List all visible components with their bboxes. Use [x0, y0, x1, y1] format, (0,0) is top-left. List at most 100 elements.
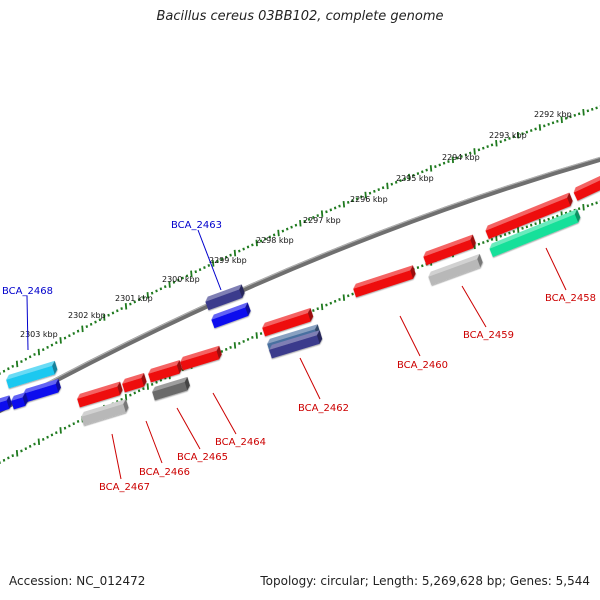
inner-scale-minor-tick	[224, 347, 228, 351]
outer-scale-minor-tick	[590, 107, 594, 111]
outer-scale-minor-tick	[229, 253, 232, 257]
gene-bca-2459[interactable]	[427, 253, 484, 286]
outer-scale-minor-tick	[85, 325, 89, 328]
gene-label-bca-2464[interactable]: BCA_2464	[215, 437, 266, 448]
gene-bca-2459-side-face	[477, 253, 483, 268]
gene-label-bca-2468[interactable]: BCA_2468	[2, 286, 53, 297]
gene-blue-2468b[interactable]	[22, 378, 62, 403]
gene-label-bca-2463[interactable]: BCA_2463	[171, 220, 222, 231]
gene-bca-2458-front-face	[489, 214, 579, 258]
gene-red-2458a[interactable]	[484, 192, 574, 240]
outer-scale-minor-tick	[442, 161, 446, 165]
inner-scale-minor-tick	[11, 454, 14, 458]
gene-bca-2460[interactable]	[352, 265, 417, 298]
outer-scale-minor-tick	[2, 369, 6, 373]
inner-scale-minor-tick	[155, 380, 158, 384]
outer-scale-minor-tick	[242, 247, 245, 251]
gene-label-bca-2460[interactable]: BCA_2460	[397, 360, 448, 371]
gene-red-2464b[interactable]	[147, 360, 183, 383]
gene-bca-2464[interactable]	[179, 345, 223, 371]
scale-label-2297: 2297 kbp	[303, 216, 341, 225]
inner-scale-minor-tick	[499, 234, 502, 238]
gene-bca-2468[interactable]	[5, 360, 59, 389]
inner-scale-minor-tick	[529, 223, 533, 227]
outer-scale-minor-tick	[207, 264, 211, 267]
outer-scale-major-tick	[495, 139, 498, 147]
gene-labels: BCA_2463 BCA_2468 BCA_2458 BCA_2459 BCA_…	[2, 220, 596, 493]
inner-scale-minor-tick	[590, 202, 594, 206]
gene-gray-2467b[interactable]	[80, 398, 130, 426]
inner-scale-minor-tick	[259, 332, 263, 335]
outer-scale-minor-tick	[416, 172, 420, 175]
gene-bca-2467[interactable]	[76, 381, 124, 408]
gene-red-2459a[interactable]	[422, 234, 477, 266]
gene-bca-2466[interactable]	[121, 372, 148, 393]
gene-gray-2467b-front-face	[81, 403, 126, 426]
inner-scale-minor-tick	[351, 292, 354, 296]
gene-blue-edge-b[interactable]	[0, 395, 13, 413]
inner-scale-minor-tick	[150, 382, 154, 386]
outer-scale-minor-tick	[577, 112, 581, 116]
gene-bca-2465[interactable]	[151, 376, 191, 401]
scale-label-2301: 2301 kbp	[115, 294, 153, 303]
gene-label-bca-2466[interactable]: BCA_2466	[139, 467, 190, 478]
gene-blue-edge-a[interactable]	[10, 392, 29, 410]
outer-scale-major-tick	[81, 325, 84, 333]
outer-scale-major-tick	[299, 219, 302, 227]
outer-scale-major-tick	[429, 165, 433, 172]
gene-label-bca-2459[interactable]: BCA_2459	[463, 330, 514, 341]
gene-bca-2463[interactable]	[204, 284, 246, 311]
inner-scale-minor-tick	[242, 339, 245, 343]
leader-lines	[26, 229, 567, 480]
gene-blue-2463b[interactable]	[210, 302, 252, 329]
inner-scale-minor-tick	[477, 242, 481, 246]
outer-scale-minor-tick	[421, 170, 424, 174]
outer-scale-minor-tick	[185, 274, 189, 278]
gene-bca-2458[interactable]	[488, 209, 582, 258]
outer-scale-minor-tick	[586, 109, 590, 113]
inner-scale-minor-tick	[142, 387, 145, 391]
gene-label-bca-2462[interactable]: BCA_2462	[298, 403, 349, 414]
gene-bca-2458-top-face	[489, 209, 578, 249]
outer-scale-minor-tick	[329, 208, 333, 212]
outer-scale-minor-tick	[303, 219, 306, 223]
outer-scale-major-tick	[473, 148, 476, 155]
inner-scale-minor-tick	[24, 447, 28, 451]
inner-scale-minor-tick	[55, 431, 58, 435]
gene-bca-2462[interactable]	[268, 330, 323, 359]
gene-label-bca-2465[interactable]: BCA_2465	[177, 452, 228, 463]
inner-scale-minor-tick	[508, 231, 511, 235]
gene-blue-edge-a-front-face	[11, 397, 26, 410]
gene-label-bca-2467[interactable]: BCA_2467	[99, 482, 150, 493]
gene-red-2457[interactable]	[572, 172, 600, 201]
gene-bca-2468-top-face	[6, 360, 55, 380]
gene-blue-edge-b-front-face	[0, 400, 10, 413]
outer-scale-minor-tick	[94, 320, 97, 324]
gene-red-2457-top-face	[573, 172, 600, 193]
gene-bca-2465-side-face	[184, 376, 190, 391]
outer-scale-minor-tick	[373, 189, 376, 193]
gene-red-2458a-front-face	[485, 197, 571, 240]
gene-bca-2459-front-face	[428, 258, 481, 286]
inner-scale-minor-tick	[551, 216, 555, 220]
inner-scale-minor-tick	[7, 456, 10, 460]
gene-bca-2465-top-face	[152, 376, 188, 392]
outer-scale-minor-tick	[551, 121, 555, 125]
outer-scale-minor-tick	[547, 122, 550, 126]
gene-bca-2466-top-face	[122, 372, 144, 384]
gene-gray-2467b-side-face	[123, 398, 129, 413]
outer-scale-minor-tick	[264, 237, 267, 241]
inner-scale-major-tick	[124, 393, 128, 401]
gene-bca-2460-front-face	[353, 270, 414, 298]
inner-scale-major-tick	[516, 226, 520, 234]
scale-label-2303: 2303 kbp	[20, 330, 58, 339]
gene-label-bca-2458[interactable]: BCA_2458	[545, 293, 596, 304]
gene-bca-2458-side-face	[574, 209, 581, 223]
outer-scale-minor-tick	[490, 143, 494, 147]
gene-red-2462a[interactable]	[261, 307, 314, 337]
outer-scale-major-tick	[124, 303, 128, 310]
inner-scale-minor-tick	[2, 458, 6, 462]
gene-features[interactable]	[0, 172, 600, 426]
gene-blue-edge-a-side-face	[22, 392, 28, 406]
